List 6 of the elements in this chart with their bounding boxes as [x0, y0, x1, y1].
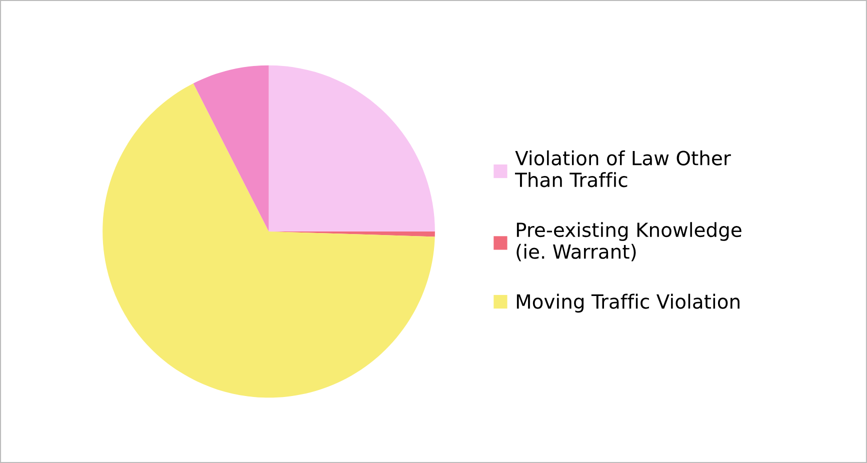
pie-slice [193, 65, 269, 232]
legend-label: Moving Traffic Violation [516, 294, 740, 313]
pie-slice [102, 83, 435, 398]
pie-slice [268, 65, 435, 232]
legend-label: Pre-existing Knowledge (ie. Warrant) [516, 222, 742, 262]
legend-label: Violation of Law Other Than Traffic [514, 150, 731, 188]
